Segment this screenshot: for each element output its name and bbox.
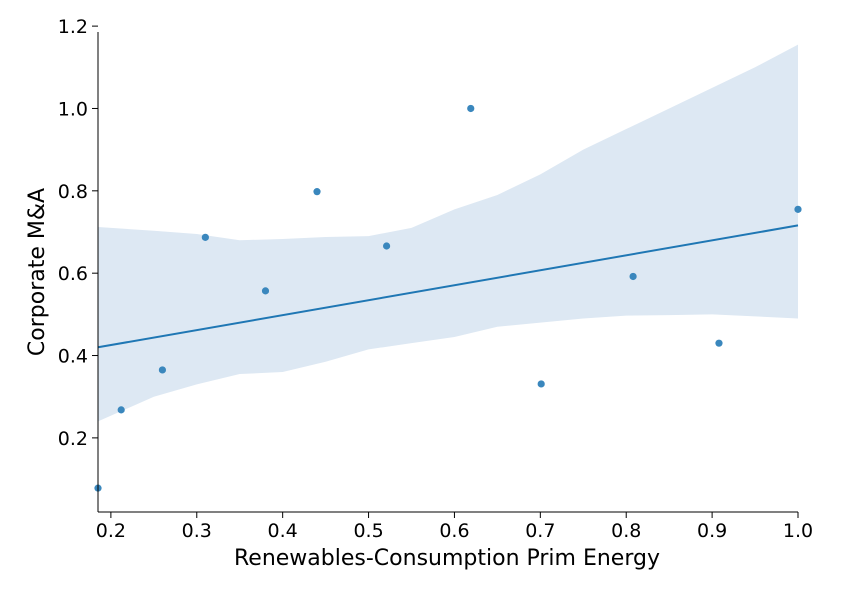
y-tick-label: 0.2 (58, 428, 88, 450)
data-point (382, 242, 391, 250)
x-tick-label: 0.8 (611, 520, 641, 542)
data-point (537, 380, 545, 388)
x-tick-label: 0.6 (439, 520, 469, 542)
y-tick-label: 1.0 (58, 98, 88, 120)
data-point (201, 233, 209, 241)
data-points-layer (94, 104, 802, 492)
x-tick-label: 0.9 (697, 520, 727, 542)
y-axis-label: Corporate M&A (25, 188, 50, 356)
confidence-band (98, 44, 798, 422)
data-point (629, 272, 637, 281)
x-tick-label: 1.0 (783, 520, 813, 542)
confidence-band-layer (98, 44, 798, 422)
data-point (467, 104, 475, 113)
data-point (715, 339, 723, 347)
y-tick-label: 0.6 (58, 263, 88, 285)
x-tick-label: 0.7 (525, 520, 555, 542)
data-point (261, 287, 270, 295)
regression-line-layer (97, 224, 799, 349)
axes-layer: 0.2 0.3 0.4 0.5 0.6 0.7 0.8 0.9 1.0 0.2 0.4 0.6 0.8 1… (58, 16, 813, 542)
regression-line (97, 224, 799, 349)
data-point (794, 205, 802, 213)
x-tick-label: 0.2 (96, 520, 126, 542)
x-tick-label: 0.3 (182, 520, 212, 542)
x-axis-label: Renewables-Consumption Prim Energy (234, 546, 660, 571)
y-tick-label: 0.8 (58, 181, 88, 203)
y-tick-label: 1.2 (58, 16, 88, 38)
data-point (117, 406, 125, 414)
x-tick-label: 0.4 (268, 520, 298, 542)
data-point (313, 188, 321, 196)
data-point (158, 366, 167, 374)
x-tick-label: 0.5 (353, 520, 383, 542)
y-tick-label: 0.4 (58, 346, 88, 368)
